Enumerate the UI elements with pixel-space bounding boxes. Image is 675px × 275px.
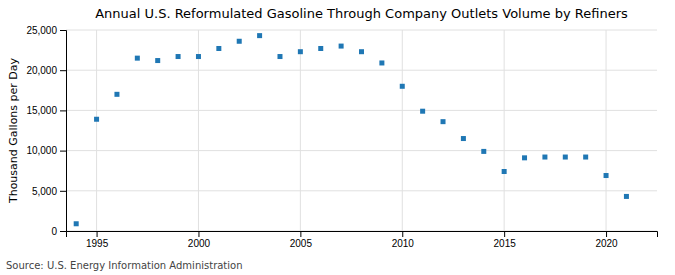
x-axis-tick-label: 2005 bbox=[290, 238, 313, 249]
point bbox=[237, 39, 242, 44]
x-axis-tick-mark bbox=[402, 231, 403, 237]
point bbox=[155, 58, 160, 63]
y-axis-tick-mark bbox=[60, 30, 66, 31]
point bbox=[502, 169, 507, 174]
points bbox=[74, 33, 629, 226]
y-axis-tick-mark bbox=[60, 191, 66, 192]
point bbox=[298, 49, 303, 54]
x-axis-tick: 2015 bbox=[494, 231, 517, 249]
y-axis: 0 5,000 10,000 15,000 20,000 25,000 bbox=[26, 25, 66, 237]
x-axis-tick-mark bbox=[606, 231, 607, 237]
y-axis-tick-label: 15,000 bbox=[26, 105, 57, 116]
x-axis-tick-label: 2000 bbox=[188, 238, 211, 249]
x-axis-tick: 2005 bbox=[290, 231, 313, 249]
x-axis-tick: 1995 bbox=[86, 231, 109, 249]
point bbox=[196, 54, 201, 59]
point bbox=[604, 173, 609, 178]
point bbox=[420, 109, 425, 114]
point bbox=[379, 60, 384, 65]
y-axis-tick: 5,000 bbox=[32, 186, 66, 197]
y-axis-tick: 15,000 bbox=[26, 105, 66, 116]
point bbox=[216, 46, 221, 51]
point bbox=[257, 33, 262, 38]
y-axis-tick: 20,000 bbox=[26, 65, 66, 76]
x-axis-tick-label: 2015 bbox=[494, 238, 517, 249]
grid-line-y bbox=[66, 150, 657, 151]
x-axis-line bbox=[67, 232, 658, 238]
point bbox=[400, 84, 405, 89]
y-axis-tick-mark bbox=[60, 70, 66, 71]
point bbox=[176, 54, 181, 59]
x-axis: 1995 2000 2005 2010 2015 2020 bbox=[67, 231, 658, 249]
y-axis-tick-label: 0 bbox=[51, 226, 57, 237]
x-axis-tick-mark bbox=[97, 231, 98, 237]
x-axis-tick-mark bbox=[300, 231, 301, 237]
grid-line-y bbox=[66, 190, 657, 191]
grid-line-x bbox=[402, 30, 403, 231]
y-axis-tick: 0 bbox=[51, 226, 66, 237]
point bbox=[441, 119, 446, 124]
grid-line-x bbox=[504, 30, 505, 231]
y-axis-tick-label: 5,000 bbox=[32, 186, 57, 197]
y-axis-tick-mark bbox=[60, 231, 66, 232]
y-axis-tick-mark bbox=[60, 151, 66, 152]
grid-line-y bbox=[66, 30, 657, 31]
grid bbox=[66, 30, 657, 231]
x-axis-tick-mark bbox=[198, 231, 199, 237]
point bbox=[74, 221, 79, 226]
x-axis-tick-label: 1995 bbox=[86, 238, 109, 249]
y-axis-tick-mark bbox=[60, 110, 66, 111]
annotation: Source: U.S. Energy Information Administ… bbox=[6, 260, 243, 271]
chart: 1995 2000 2005 2010 2015 2020 0 5,000 10,000 15,0… bbox=[0, 0, 675, 275]
point bbox=[359, 49, 364, 54]
point bbox=[461, 136, 466, 141]
x-axis-tick: 2010 bbox=[392, 231, 415, 249]
grid-line-x bbox=[198, 30, 199, 231]
point bbox=[277, 54, 282, 59]
x-axis-tick-label: 2010 bbox=[392, 238, 415, 249]
y-axis-tick-label: 10,000 bbox=[26, 145, 57, 156]
point bbox=[114, 92, 119, 97]
point bbox=[583, 155, 588, 160]
point bbox=[481, 149, 486, 154]
grid-line-y bbox=[66, 70, 657, 71]
x-axis-tick: 2020 bbox=[595, 231, 618, 249]
point bbox=[318, 46, 323, 51]
point bbox=[135, 56, 140, 61]
y-axis-tick-label: 20,000 bbox=[26, 65, 57, 76]
grid-line-x bbox=[606, 30, 607, 231]
plot: 1995 2000 2005 2010 2015 2020 0 5,000 10,000 15,0… bbox=[26, 25, 657, 249]
point bbox=[94, 117, 99, 122]
y-axis-tick-label: 25,000 bbox=[26, 25, 57, 36]
y-axis-tick: 25,000 bbox=[26, 25, 66, 36]
point bbox=[522, 155, 527, 160]
point bbox=[563, 155, 568, 160]
y-axis-title: Thousand Gallons per Day bbox=[7, 57, 20, 204]
point bbox=[339, 44, 344, 49]
x-axis-tick: 2000 bbox=[188, 231, 211, 249]
x-axis-tick-label: 2020 bbox=[595, 238, 618, 249]
title: Annual U.S. Reformulated Gasoline Throug… bbox=[95, 6, 628, 21]
grid-line-x bbox=[300, 30, 301, 231]
y-axis-tick: 10,000 bbox=[26, 145, 66, 156]
grid-line-x bbox=[96, 30, 97, 231]
point bbox=[624, 194, 629, 199]
x-axis-tick-mark bbox=[504, 231, 505, 237]
grid-line-y bbox=[66, 110, 657, 111]
point bbox=[542, 155, 547, 160]
y-axis-line bbox=[60, 31, 67, 232]
